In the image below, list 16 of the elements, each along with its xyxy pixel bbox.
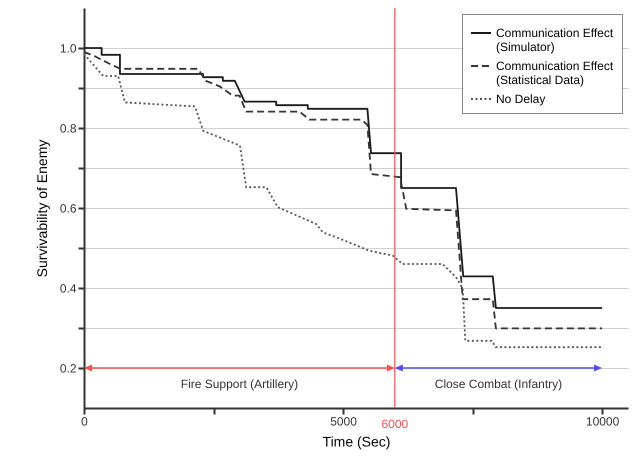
y-tick-label: 1.0 xyxy=(60,42,77,56)
x-tick-label: 0 xyxy=(81,414,88,428)
x-tick-label: 5000 xyxy=(330,414,358,428)
annotation: Close Combat (Infantry) xyxy=(434,377,562,391)
x-axis-title: Time (Sec) xyxy=(322,434,390,450)
annotation: Fire Support (Artillery) xyxy=(180,377,298,391)
y-tick-label: 0.4 xyxy=(60,282,77,296)
legend-label: Communication Effect (Simulator) xyxy=(496,26,614,54)
legend-label: No Delay xyxy=(496,92,546,106)
y-axis-title: Survivability of Enemy xyxy=(34,140,50,278)
y-tick-label: 0.6 xyxy=(60,202,77,216)
legend-label: Communication Effect (Statistical Data) xyxy=(496,59,614,87)
x-tick-label: 10000 xyxy=(586,414,620,428)
ref-line-label: 6000 xyxy=(382,417,409,431)
y-tick-label: 0.2 xyxy=(60,362,77,376)
y-tick-label: 0.8 xyxy=(60,122,77,136)
